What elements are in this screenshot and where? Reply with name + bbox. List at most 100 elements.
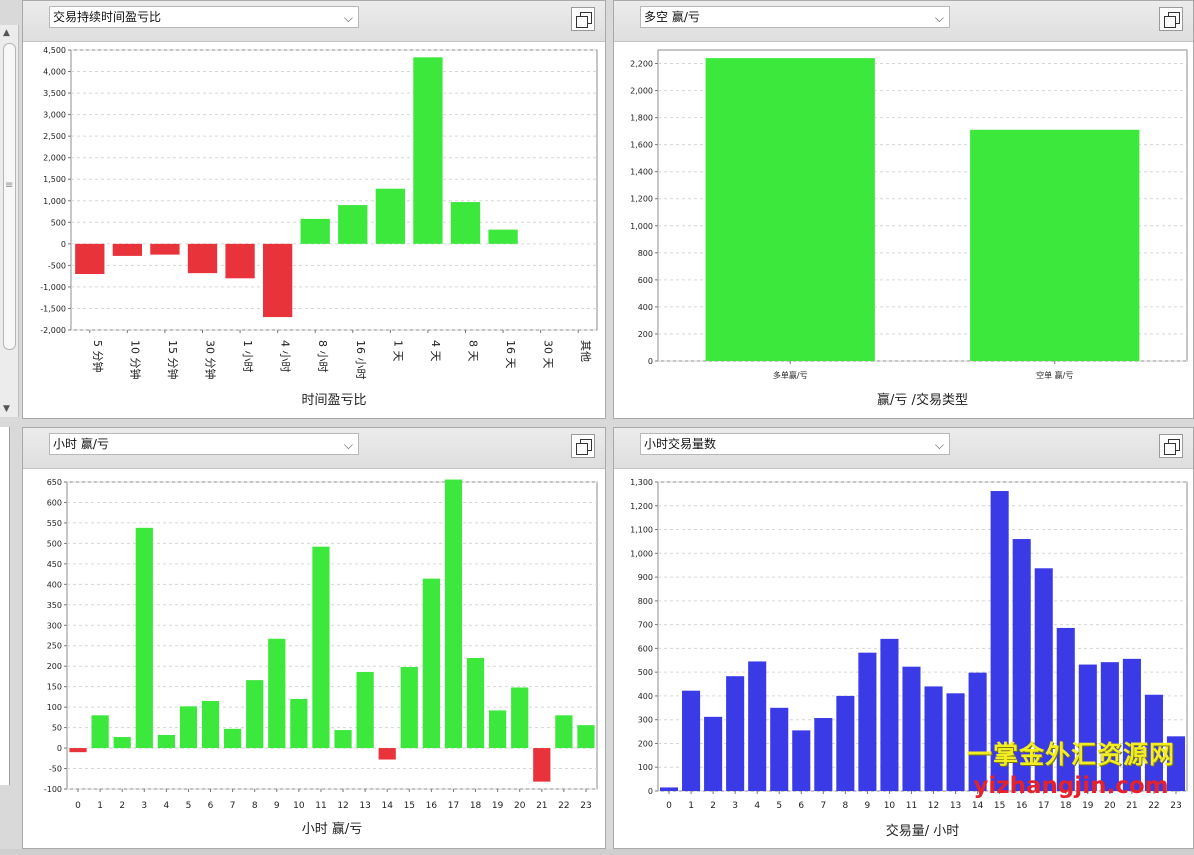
y-tick-label: 450 <box>47 560 62 569</box>
bar <box>300 218 330 244</box>
bar <box>1100 662 1119 791</box>
bar <box>770 707 789 791</box>
y-tick-label: 400 <box>47 580 62 589</box>
panel-header: 多空 赢/亏 ⌵ <box>614 1 1193 42</box>
bar <box>135 527 153 749</box>
y-tick-label: 0 <box>57 744 62 753</box>
x-tick-label: 16 <box>426 801 438 811</box>
bar <box>69 748 87 753</box>
y-tick-label: 3,000 <box>43 111 66 120</box>
scroll-up-icon[interactable]: ▲ <box>3 28 10 38</box>
chart-type-select[interactable]: 交易持续时间盈亏比 ⌵ <box>49 6 359 28</box>
y-tick-label: 0 <box>61 240 66 249</box>
bar <box>1166 736 1186 791</box>
y-tick-label: 600 <box>638 644 653 653</box>
x-tick-label: 10 <box>293 801 305 811</box>
bar <box>577 725 595 749</box>
y-tick-label: 0 <box>648 787 653 796</box>
x-tick-label: 20 <box>514 801 526 811</box>
x-tick-label: 15 分钟 <box>166 340 180 380</box>
x-tick-label: 其他 <box>579 340 592 362</box>
y-tick-label: 1,300 <box>630 478 653 487</box>
maximize-button[interactable] <box>1159 434 1183 458</box>
maximize-button[interactable] <box>571 434 595 458</box>
x-axis-title: 赢/亏 /交易类型 <box>877 392 968 408</box>
chart-type-select[interactable]: 小时 赢/亏 ⌵ <box>49 433 359 455</box>
x-axis-title: 交易量/ 小时 <box>886 823 960 839</box>
x-tick-label: 11 <box>906 801 917 811</box>
y-tick-label: 1,400 <box>630 168 653 177</box>
x-tick-label: 空单 赢/亏 <box>1036 370 1073 380</box>
x-tick-label: 14 <box>972 801 984 811</box>
scroll-down-icon[interactable]: ▼ <box>3 404 10 414</box>
x-tick-label: 19 <box>492 801 504 811</box>
left-panel-edge <box>0 427 10 785</box>
y-tick-label: 4,000 <box>43 68 66 77</box>
y-tick-label: 2,500 <box>43 132 66 141</box>
bar <box>990 491 1009 791</box>
bar <box>1034 568 1053 791</box>
bar <box>444 479 463 749</box>
x-axis-title: 小时 赢/亏 <box>302 821 363 837</box>
x-tick-label: 2 <box>119 801 125 811</box>
grip-icon: ≡ <box>5 180 14 191</box>
bar <box>555 715 573 749</box>
bar <box>375 188 406 244</box>
chart-area: 0 100 200 300 400 500 600 700 800 900 1,000 1,100 1,… <box>614 469 1193 848</box>
panel-hourly-volume: 小时交易量数 ⌵ 0 100 200 300 400 500 600 700 800 900 1,0… <box>613 427 1194 849</box>
bar <box>970 129 1140 361</box>
scrollbar-thumb[interactable] <box>3 43 16 350</box>
bar <box>511 687 529 749</box>
bar <box>792 730 811 791</box>
select-value: 小时交易量数 <box>644 437 717 451</box>
y-tick-label: 200 <box>638 739 653 748</box>
x-tick-label: 12 <box>337 801 348 811</box>
x-tick-label: 20 <box>1104 801 1116 811</box>
bar <box>968 672 987 791</box>
x-tick-label: 30 天 <box>542 340 555 369</box>
chart-type-select[interactable]: 小时交易量数 ⌵ <box>640 433 950 455</box>
x-tick-label: 1 <box>97 801 103 811</box>
x-tick-label: 11 <box>315 801 326 811</box>
bar <box>201 700 220 749</box>
x-tick-label: 多单赢/亏 <box>773 370 808 380</box>
x-tick-label: 16 小时 <box>354 340 367 380</box>
x-tick-label: 3 <box>141 801 147 811</box>
x-tick-label: 1 小时 <box>241 340 254 373</box>
y-tick-label: -50 <box>49 765 62 774</box>
bar <box>400 667 418 749</box>
x-tick-label: 16 天 <box>504 340 517 368</box>
bar <box>814 718 833 791</box>
maximize-button[interactable] <box>571 7 595 31</box>
y-tick-label: 400 <box>638 303 653 312</box>
x-tick-label: 4 <box>164 801 170 811</box>
bar <box>659 787 679 791</box>
x-tick-label: 15 <box>994 801 1005 811</box>
bar <box>262 243 293 318</box>
chart-type-select[interactable]: 多空 赢/亏 ⌵ <box>640 6 950 28</box>
y-tick-label: 400 <box>638 692 653 701</box>
panel-duration-profit-ratio: 交易持续时间盈亏比 ⌵ -2,000 -1,500 -1,000 -500 0 500 1,… <box>22 0 606 419</box>
bar <box>224 728 242 749</box>
y-tick-label: 2,200 <box>630 60 653 69</box>
y-tick-label: 100 <box>638 763 653 772</box>
x-tick-label: 9 <box>274 801 280 811</box>
select-value: 多空 赢/亏 <box>644 10 700 24</box>
x-tick-label: 19 <box>1082 801 1094 811</box>
y-tick-label: 300 <box>638 716 653 725</box>
y-tick-label: -1,500 <box>40 304 66 313</box>
y-tick-label: 800 <box>638 597 653 606</box>
y-tick-label: 900 <box>638 573 653 582</box>
bar-chart: 01002003004005006007008009001,0001,1001,… <box>630 478 1188 839</box>
maximize-button[interactable] <box>1159 7 1183 31</box>
x-tick-label: 17 <box>448 801 459 811</box>
x-tick-label: 4 天 <box>429 340 442 362</box>
left-scrollbar[interactable]: ▲ ≡ ▼ <box>0 25 19 417</box>
x-tick-label: 5 <box>776 801 782 811</box>
y-tick-label: -1,000 <box>40 283 66 292</box>
x-tick-label: 23 <box>1170 801 1181 811</box>
select-value: 小时 赢/亏 <box>53 437 109 451</box>
bar <box>290 698 308 749</box>
bar <box>1078 664 1097 791</box>
chevron-down-icon: ⌵ <box>343 438 353 452</box>
